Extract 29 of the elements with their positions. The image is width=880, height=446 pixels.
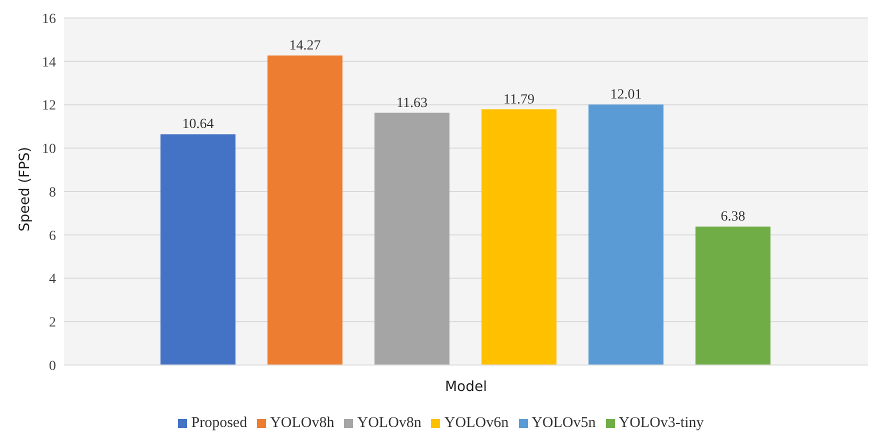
bar	[374, 112, 450, 365]
bar	[695, 226, 770, 365]
y-tick-label: 2	[49, 316, 56, 331]
legend-label: YOLOv5n	[532, 415, 596, 431]
y-tick-label: 6	[49, 228, 56, 244]
bar	[588, 104, 664, 365]
data-label: 14.27	[289, 38, 321, 54]
y-axis-title: Speed (FPS)	[16, 146, 33, 232]
bar	[267, 56, 342, 365]
legend-label: YOLOv8n	[357, 415, 422, 431]
bar	[160, 134, 236, 365]
y-tick-label: 16	[42, 12, 56, 27]
data-label: 10.64	[182, 117, 214, 132]
legend-label: YOLOv6n	[444, 415, 509, 431]
y-tick-label: 8	[49, 185, 56, 200]
data-label: 12.01	[610, 88, 642, 103]
y-tick-label: 14	[42, 55, 56, 70]
y-tick-label: 0	[49, 358, 56, 374]
legend-label: YOLOv3-tiny	[618, 415, 704, 431]
data-label: 11.79	[503, 92, 534, 108]
bar	[481, 109, 556, 365]
data-label: 6.38	[720, 210, 746, 225]
y-tick-label: 10	[42, 142, 56, 158]
x-axis-title: Model	[444, 379, 488, 395]
y-tick-label: 12	[42, 98, 56, 114]
data-label: 11.63	[396, 96, 428, 111]
y-tick-label: 4	[49, 272, 56, 288]
legend-label: YOLOv8h	[270, 415, 334, 431]
legend-label: Proposed	[191, 415, 248, 431]
